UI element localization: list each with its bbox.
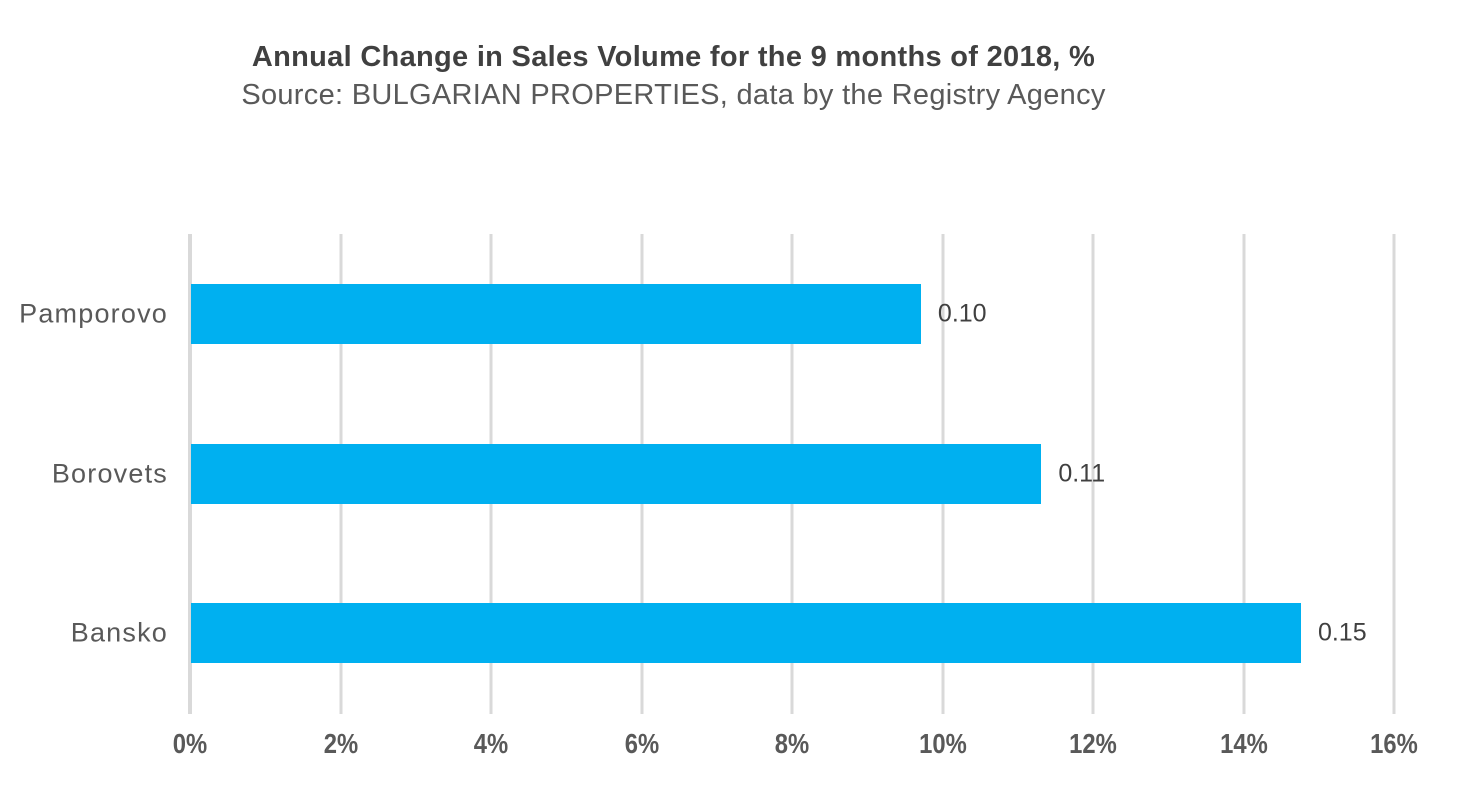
- bar-bansko: [191, 603, 1301, 663]
- x-tick-label: 16%: [1370, 728, 1418, 759]
- plot-area: [188, 234, 1396, 714]
- bar-pamporovo: [191, 284, 921, 344]
- category-label: Bansko: [70, 617, 168, 648]
- gridline: [1242, 234, 1245, 714]
- x-tick-label: 10%: [918, 728, 967, 759]
- value-label: 0.15: [1317, 618, 1367, 647]
- x-tick-label: 0%: [172, 728, 208, 759]
- chart-title: Annual Change in Sales Volume for the 9 …: [251, 41, 1096, 73]
- gridline: [1392, 234, 1396, 714]
- x-tick-label: 6%: [624, 728, 659, 759]
- gridline: [188, 234, 192, 714]
- value-label: 0.10: [937, 299, 987, 328]
- value-label: 0.11: [1058, 459, 1106, 487]
- x-tick-label: 12%: [1069, 728, 1117, 759]
- x-tick-label: 14%: [1219, 728, 1268, 759]
- x-tick-label: 2%: [323, 728, 358, 759]
- category-label: Pamporovo: [19, 298, 168, 329]
- chart-subtitle: Source: BULGARIAN PROPERTIES, data by th…: [241, 79, 1106, 111]
- category-label: Borovets: [51, 458, 168, 488]
- gridline: [1091, 234, 1095, 714]
- chart-header: Annual Change in Sales Volume for the 9 …: [0, 38, 1347, 114]
- bar-borovets: [191, 443, 1042, 504]
- x-tick-label: 8%: [774, 728, 810, 759]
- x-tick-label: 4%: [473, 728, 509, 759]
